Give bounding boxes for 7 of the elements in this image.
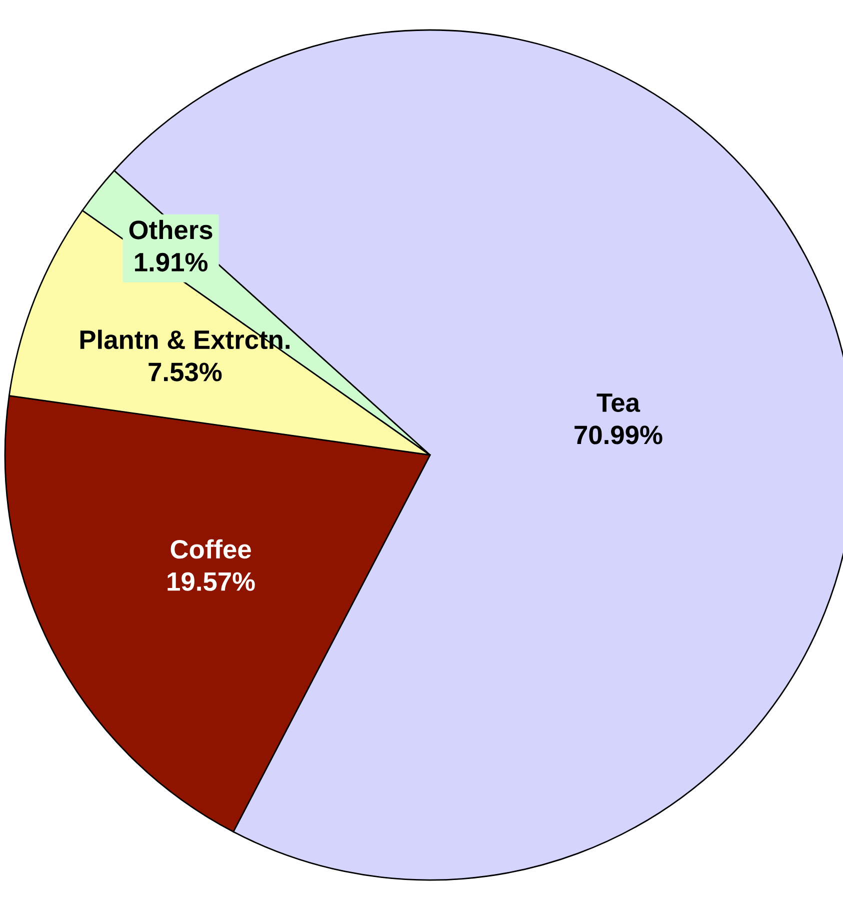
slice-label: Coffee — [170, 539, 251, 559]
data-label: 7.53% — [148, 362, 222, 382]
slice-label: Others — [129, 220, 212, 240]
data-label: 19.57% — [168, 572, 255, 591]
data-label: 1.91% — [135, 252, 208, 272]
data-label: 70.99% — [574, 426, 662, 444]
slice-label: Tea — [596, 394, 640, 412]
